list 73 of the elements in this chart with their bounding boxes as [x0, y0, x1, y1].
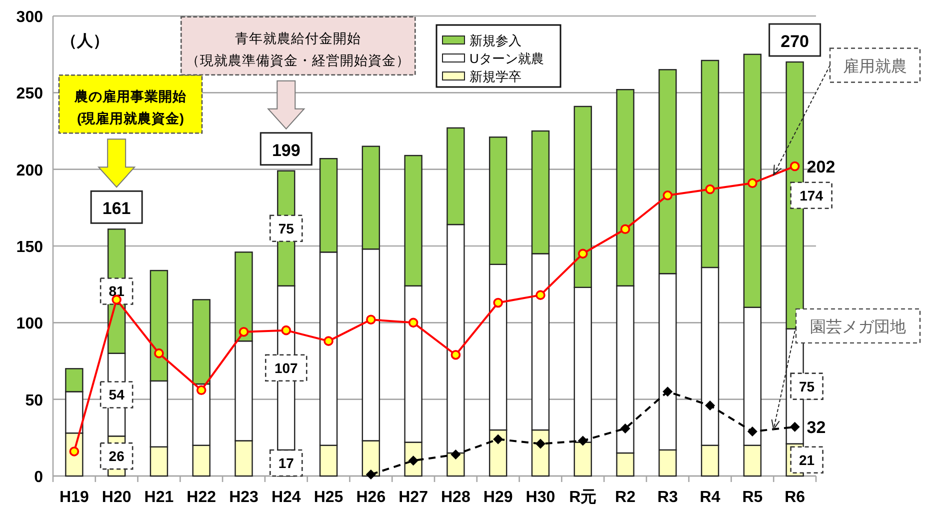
point	[366, 314, 376, 324]
point	[620, 224, 630, 234]
annotation: 農の雇用事業開始(現雇用就農資金)	[74, 88, 188, 126]
data-label: 26	[108, 448, 125, 464]
point	[790, 422, 800, 432]
x-tick-label: H19	[60, 489, 89, 506]
point	[493, 434, 504, 444]
x-tick-label: H24	[271, 489, 301, 506]
x-tick-label: R5	[742, 489, 763, 506]
point	[747, 426, 758, 437]
point	[450, 350, 461, 360]
total-label: 270	[780, 32, 809, 51]
y-tick-label: 300	[16, 9, 44, 26]
y-tick-label: 250	[16, 86, 44, 103]
point	[69, 446, 80, 456]
text: 園芸メガ団地	[810, 318, 906, 336]
point	[238, 326, 249, 337]
point	[408, 318, 418, 328]
point	[450, 450, 461, 460]
x-tick-label: R2	[615, 489, 636, 506]
point	[366, 469, 376, 480]
x-tick-label: H30	[526, 489, 556, 506]
point	[620, 423, 630, 434]
point	[790, 161, 800, 172]
point	[281, 325, 292, 336]
point	[196, 385, 206, 396]
x-tick-label: H25	[314, 489, 344, 506]
annotation: 青年就農給付金開始（現就農準備資金・経営開始資金）	[186, 30, 410, 68]
text: 雇用就農	[843, 57, 907, 76]
point	[493, 298, 503, 308]
data-label: 202	[806, 157, 836, 176]
y-axis-title: （人）	[61, 32, 109, 50]
x-tick-label: H20	[102, 489, 132, 506]
x-tick-label: H23	[229, 489, 259, 506]
x-tick-label: H27	[398, 489, 428, 506]
point	[578, 436, 588, 446]
x-tick-label: H22	[186, 489, 216, 506]
x-tick-label: H26	[356, 489, 386, 506]
data-label: 174	[800, 187, 824, 204]
x-tick-label: R元	[569, 489, 597, 506]
x-tick-label: H29	[483, 489, 513, 506]
y-tick-label: 100	[16, 316, 44, 333]
point	[748, 178, 758, 188]
x-tick-label: R3	[657, 489, 678, 506]
y-tick-label: 50	[25, 392, 44, 410]
point	[535, 438, 546, 449]
legend-label: Uターン就農	[470, 51, 544, 66]
y-tick-label: 0	[34, 469, 44, 486]
data-label: 21	[799, 452, 815, 468]
x-tick-label: H28	[441, 489, 470, 506]
x-tick-label: R6	[784, 489, 806, 506]
point	[662, 386, 673, 397]
total-label: 161	[102, 199, 131, 218]
data-label: 75	[278, 220, 294, 236]
point	[705, 400, 716, 410]
data-label: 81	[108, 283, 125, 300]
point	[578, 248, 588, 259]
data-label: 54	[108, 386, 125, 403]
x-tick-label: R4	[700, 489, 720, 506]
data-label: 107	[274, 360, 298, 376]
legend-label: 新規参入	[470, 33, 522, 48]
point	[154, 348, 164, 358]
point	[705, 184, 715, 194]
y-tick-label: 150	[16, 239, 44, 256]
point	[536, 290, 546, 300]
total-label: 199	[272, 140, 300, 160]
data-label: 32	[806, 418, 826, 437]
y-tick-label: 200	[16, 162, 44, 180]
legend-label: 新規学卒	[470, 69, 522, 84]
data-label: 75	[799, 378, 815, 394]
point	[324, 336, 334, 346]
point	[662, 190, 673, 200]
x-tick-label: H21	[144, 489, 174, 506]
